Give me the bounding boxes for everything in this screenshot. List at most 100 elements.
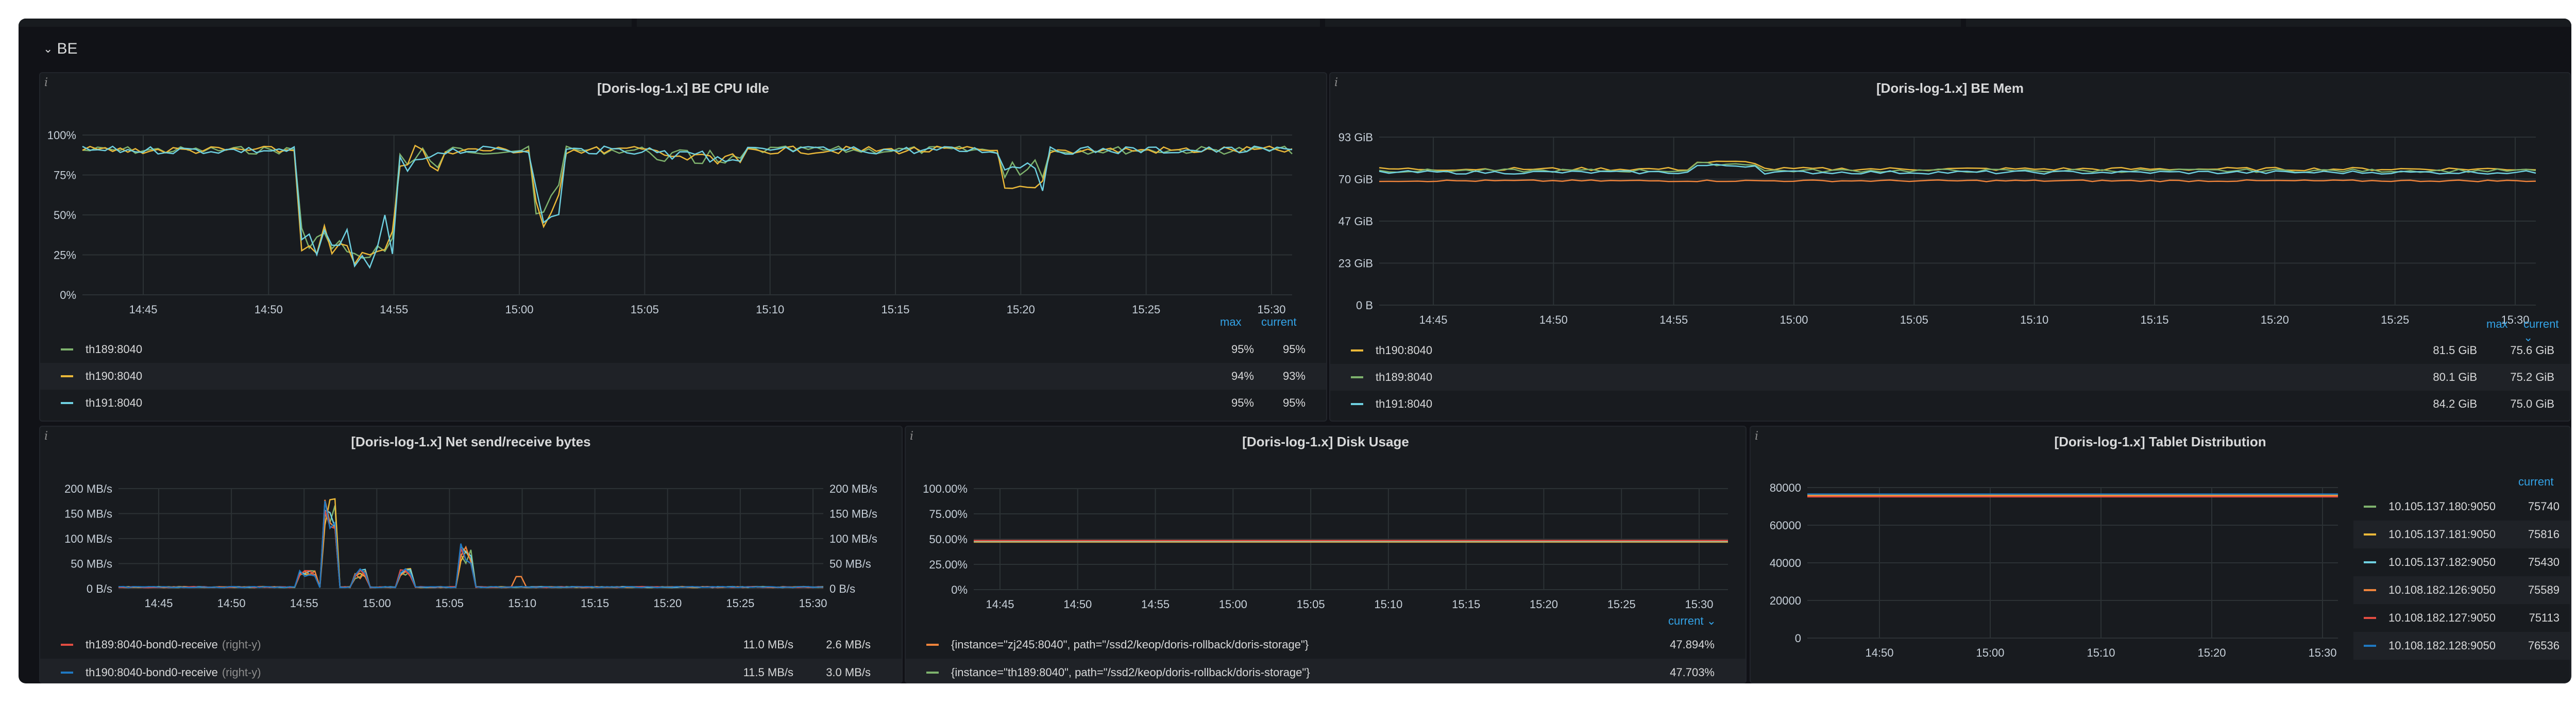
legend-item[interactable]: th189:8040-bond0-receive (right-y) 11.0 MB… xyxy=(40,631,902,659)
panel-title[interactable]: [Doris-log-1.x] Disk Usage xyxy=(1242,434,1409,449)
legend-current-value: 75430 xyxy=(2528,556,2560,568)
series-line xyxy=(118,505,824,589)
x-tick-label: 14:50 xyxy=(1865,646,1893,659)
legend-max-value: 11.0 MB/s xyxy=(743,638,793,651)
panel-be-cpu-idle: i [Doris-log-1.x] BE CPU Idle 100% 75% 50%… xyxy=(39,72,1327,422)
y-tick-label: 93 GiB xyxy=(1338,131,1373,144)
x-tick-label: 15:15 xyxy=(581,597,609,610)
legend-item[interactable]: th190:8040-bond0-receive (right-y) 11.5 MB… xyxy=(40,659,902,682)
legend-series-name: 10.108.182.127:9050 xyxy=(2388,611,2503,625)
legend-item[interactable]: {instance="th189:8040", path="/ssd2/keop… xyxy=(906,659,1745,682)
legend-item[interactable]: th189:8040 80.1 GiB 75.2 GiB xyxy=(1330,364,2570,391)
series-color-swatch xyxy=(61,348,73,350)
legend-item[interactable]: th190:8040 81.5 GiB 75.6 GiB xyxy=(1330,337,2570,364)
panel-title[interactable]: [Doris-log-1.x] BE CPU Idle xyxy=(597,80,769,96)
x-tick-label: 15:20 xyxy=(1530,598,1558,611)
legend-col-current[interactable]: current xyxy=(2518,475,2554,488)
x-tick-label: 15:10 xyxy=(756,303,784,316)
disk-legend: {instance="zj245:8040", path="/ssd2/keop… xyxy=(906,631,1745,682)
legend-item[interactable]: 10.105.137.180:9050 75740 xyxy=(2353,493,2570,521)
y-right-tick-label: 0 B/s xyxy=(829,582,855,595)
series-line xyxy=(1379,163,2536,175)
y-tick-label: 75.00% xyxy=(929,508,968,521)
legend-series-name: th191:8040 xyxy=(86,396,1192,410)
y-tick-label: 70 GiB xyxy=(1338,173,1373,186)
legend-item[interactable]: 10.105.137.182:9050 75430 xyxy=(2353,548,2570,576)
series-line xyxy=(118,498,824,589)
legend-series-name: 10.108.182.128:9050 xyxy=(2388,639,2503,652)
x-tick-label: 14:55 xyxy=(380,303,408,316)
legend-col-current[interactable]: current ⌄ xyxy=(1668,614,1717,627)
legend-series-name: th189:8040 xyxy=(86,343,1192,356)
y-right-tick-label: 100 MB/s xyxy=(829,532,877,545)
legend-max-value: 95% xyxy=(1231,343,1254,356)
legend-item[interactable]: 10.108.182.127:9050 75113 xyxy=(2353,604,2570,632)
disk-graph: 100.00% 75.00% 50.00% 25.00% 0% 14:45 14:50 14:… xyxy=(923,482,1728,611)
x-tick-label: 14:50 xyxy=(217,597,246,610)
info-icon[interactable]: i xyxy=(44,76,48,89)
y-tick-label: 20000 xyxy=(1770,594,1801,607)
legend-series-label: th190:8040 xyxy=(86,370,143,382)
legend-item[interactable]: th191:8040 95% 95% xyxy=(40,390,1326,416)
x-tick-label: 14:50 xyxy=(1539,313,1568,326)
legend-axis-hint: (right-y) xyxy=(222,638,261,651)
sort-desc-icon: ⌄ xyxy=(2523,331,2533,344)
y-tick-label: 0 B xyxy=(1356,299,1373,312)
x-tick-label: 15:05 xyxy=(435,597,464,610)
series-color-swatch xyxy=(2364,561,2376,563)
info-icon[interactable]: i xyxy=(44,430,48,443)
series-color-swatch xyxy=(61,375,73,377)
series-line xyxy=(1379,160,2536,172)
legend-series-name: {instance="th189:8040", path="/ssd2/keop… xyxy=(951,666,1642,679)
panel-title[interactable]: [Doris-log-1.x] Net send/receive bytes xyxy=(351,434,591,449)
legend-item[interactable]: th191:8040 84.2 GiB 75.0 GiB xyxy=(1330,391,2570,417)
legend-item[interactable]: {instance="zj245:8040", path="/ssd2/keop… xyxy=(906,631,1745,659)
legend-max-value: 94% xyxy=(1231,370,1254,382)
legend-series-label: 10.105.137.182:9050 xyxy=(2388,556,2496,568)
legend-max-value: 84.2 GiB xyxy=(2433,397,2477,410)
series-color-swatch xyxy=(926,672,939,674)
series-color-swatch xyxy=(2364,506,2376,508)
legend-col-current[interactable]: current xyxy=(1261,315,1297,328)
legend-col-max[interactable]: max xyxy=(2486,317,2508,330)
info-icon[interactable]: i xyxy=(1755,430,1759,443)
series-color-swatch xyxy=(61,644,73,646)
legend-series-label: th189:8040-bond0-receive xyxy=(86,638,218,651)
net-legend: th189:8040-bond0-receive (right-y) 11.0 MB… xyxy=(40,631,902,682)
legend-max-value: 80.1 GiB xyxy=(2433,371,2477,383)
legend-current-value: 95% xyxy=(1282,396,1306,409)
tablet-legend: 10.105.137.180:9050 75740 10.105.137.181:9… xyxy=(2353,493,2570,678)
x-tick-label: 15:10 xyxy=(508,597,536,610)
row-header-be[interactable]: ⌄ BE xyxy=(43,40,77,58)
info-icon[interactable]: i xyxy=(910,430,914,443)
legend-series-name: 10.108.182.126:9050 xyxy=(2388,583,2503,597)
x-tick-label: 15:25 xyxy=(1132,303,1160,316)
y-tick-label: 23 GiB xyxy=(1338,257,1373,270)
legend-item[interactable]: 10.108.182.126:9050 75589 xyxy=(2353,576,2570,604)
x-tick-label: 15:20 xyxy=(653,597,682,610)
legend-item[interactable]: 10.108.182.128:9050 76536 xyxy=(2353,632,2570,660)
series-color-swatch xyxy=(61,402,73,404)
info-icon[interactable]: i xyxy=(1334,76,1338,89)
legend-current-value: 3.0 MB/s xyxy=(826,666,871,679)
legend-item[interactable]: th190:8040 94% 93% xyxy=(40,363,1326,390)
legend-item[interactable]: th189:8040 95% 95% xyxy=(40,336,1326,363)
series-color-swatch xyxy=(2364,589,2376,591)
y-tick-label: 100 MB/s xyxy=(64,532,112,545)
legend-col-max[interactable]: max xyxy=(1220,315,1242,328)
panel-title[interactable]: [Doris-log-1.x] Tablet Distribution xyxy=(2054,434,2266,449)
x-tick-label: 14:50 xyxy=(1063,598,1092,611)
legend-series-label: 10.108.182.127:9050 xyxy=(2388,611,2496,624)
legend-item[interactable]: 10.105.137.181:9050 75816 xyxy=(2353,521,2570,548)
legend-series-name: {instance="zj245:8040", path="/ssd2/keop… xyxy=(951,638,1642,651)
y-right-tick-label: 50 MB/s xyxy=(829,558,871,571)
x-tick-label: 14:45 xyxy=(144,597,173,610)
top-panel-strip xyxy=(19,19,2571,29)
y-tick-label: 100.00% xyxy=(923,482,968,495)
legend-col-current[interactable]: current ⌄ xyxy=(2523,317,2559,344)
panel-title[interactable]: [Doris-log-1.x] BE Mem xyxy=(1876,80,2024,96)
legend-series-name: th189:8040-bond0-receive (right-y) xyxy=(86,638,721,651)
x-tick-label: 15:30 xyxy=(2308,646,2336,659)
y-tick-label: 40000 xyxy=(1770,557,1801,570)
y-tick-label: 0 xyxy=(1795,632,1801,645)
